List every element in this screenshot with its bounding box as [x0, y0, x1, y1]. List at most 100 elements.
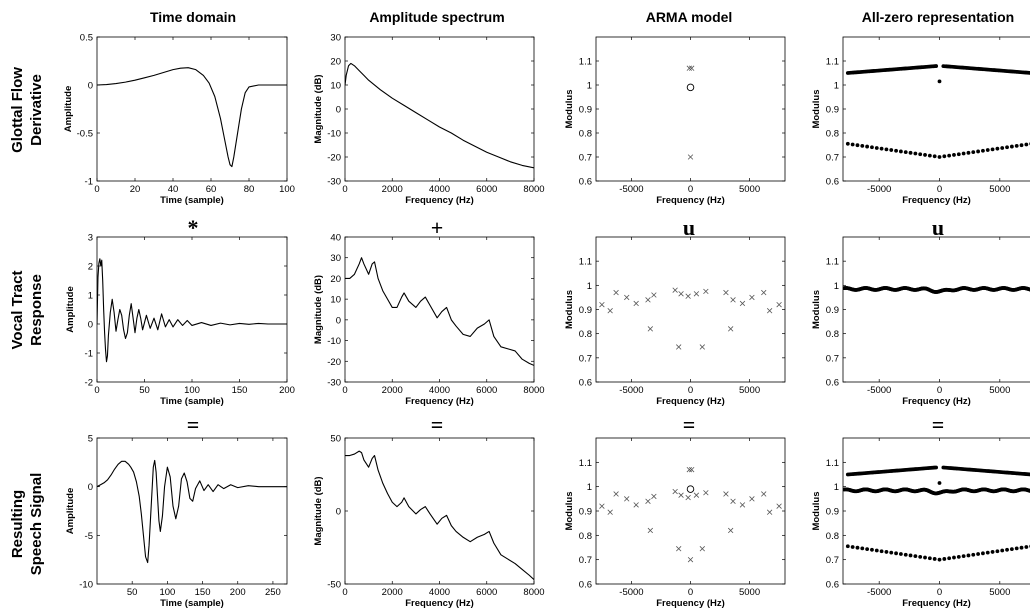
y-tick-label: 0.7 [579, 555, 592, 566]
pole-marker [624, 294, 630, 301]
pole-stroke [749, 496, 755, 502]
pole-stroke [727, 326, 734, 332]
zero-point [981, 551, 985, 556]
x-tick-label: 4000 [429, 587, 450, 598]
pole-marker [607, 308, 613, 314]
pole-marker [672, 488, 678, 495]
pole-stroke [761, 491, 767, 497]
x-axis-label: Frequency (Hz) [656, 195, 725, 206]
series-line [97, 459, 287, 564]
pole-marker [678, 492, 684, 498]
operator-equals-arma: = [683, 412, 696, 437]
x-tick-label: 4000 [429, 385, 450, 396]
y-tick-label: -2 [85, 378, 93, 389]
plot-frame [96, 36, 288, 182]
pole-marker [686, 65, 693, 71]
pole-marker [685, 293, 691, 299]
pole-marker [647, 527, 654, 534]
zero-point [956, 152, 961, 157]
zero-point [865, 144, 870, 149]
y-axis-label: Modulus [564, 89, 575, 128]
zero-point [918, 554, 923, 559]
zero-point [855, 143, 860, 148]
col-header-allzero: All-zero representation [862, 9, 1014, 25]
y-tick-label: 0.8 [579, 531, 592, 542]
zero-point [1024, 545, 1029, 549]
zero-point [976, 149, 980, 154]
zero-point [913, 151, 918, 156]
pole-marker [651, 493, 657, 500]
pole-marker [678, 291, 684, 297]
plot-marks [97, 67, 287, 168]
zero-point [990, 147, 995, 152]
x-tick-label: 6000 [476, 184, 497, 195]
pole-marker [749, 496, 755, 502]
plot-frame [96, 236, 288, 383]
y-tick-label: 0 [88, 482, 93, 493]
pole-stroke [688, 65, 695, 71]
y-tick-label: 1 [834, 281, 839, 292]
zero-point [995, 549, 1000, 554]
x-tick-label: 8000 [523, 184, 544, 195]
pole-marker [723, 289, 729, 296]
x-tick-label: -5000 [619, 385, 643, 396]
x-tick-label: 150 [195, 587, 211, 598]
pole-marker [776, 301, 782, 308]
pole-stroke [607, 308, 613, 314]
x-tick-label: 8000 [523, 385, 544, 396]
y-tick-label: 30 [330, 253, 341, 264]
x-axis-label: Frequency (Hz) [902, 598, 971, 609]
zero-point [966, 553, 971, 558]
zero-marker [686, 83, 695, 92]
series-line [345, 257, 534, 366]
zero-point [971, 552, 976, 557]
x-axis-label: Time (sample) [160, 598, 224, 609]
y-tick-label: -10 [327, 129, 341, 140]
x-tick-label: -5000 [867, 184, 891, 195]
y-tick-label: 10 [330, 81, 341, 92]
subplot-p21: 0 50 100 150 200 -2 -1 0 1 2 3 Time (sample) Amplitu… [65, 233, 295, 408]
y-axis-label: Magnitude (dB) [313, 476, 324, 545]
zero-point [884, 147, 889, 152]
x-tick-label: 0 [342, 587, 347, 598]
plot-marks [345, 450, 534, 581]
y-tick-label: -5 [85, 531, 93, 542]
subplot-p11: 0 20 40 60 80 100 -1 -0.5 0 0.5 Time (sample) Ampli… [63, 33, 295, 207]
pole-marker [613, 491, 619, 497]
y-tick-label: 0.6 [579, 177, 592, 188]
y-tick-label: -30 [327, 378, 341, 389]
zero-point [850, 545, 855, 549]
plot-frame [842, 36, 1030, 182]
y-tick-label: 0 [336, 507, 341, 518]
x-tick-label: 0 [94, 184, 99, 195]
x-tick-label: 6000 [476, 385, 497, 396]
operators: * + u u = = = = [187, 215, 945, 437]
x-tick-label: 0 [342, 184, 347, 195]
y-tick-label: -10 [79, 580, 93, 591]
pole-marker [699, 546, 705, 552]
subplot-p14: -5000 0 5000 0.6 0.7 0.8 0.9 1 1.1 Frequency (Hz)… [811, 36, 1030, 206]
zero-point [937, 481, 942, 485]
x-tick-label: 80 [244, 184, 255, 195]
pole-marker [766, 509, 773, 515]
pole-marker [761, 491, 767, 497]
series-line [97, 258, 287, 363]
zero-point [1005, 547, 1009, 552]
operator-union-arma: u [683, 215, 695, 240]
x-tick-label: 40 [168, 184, 179, 195]
pole-stroke [699, 546, 705, 552]
x-tick-label: 5000 [989, 184, 1010, 195]
zero-point [903, 552, 908, 557]
pole-marker [703, 490, 709, 496]
operator-plus: + [431, 215, 444, 240]
pole-marker [645, 498, 651, 504]
y-tick-label: 0.7 [579, 153, 592, 164]
row-headers: Glottal Flow Derivative Vocal Tract Resp… [9, 67, 45, 576]
pole-marker [688, 466, 695, 473]
pole-stroke [676, 546, 682, 552]
pole-marker [693, 492, 700, 498]
pole-marker [761, 289, 767, 296]
zero-point [860, 546, 865, 551]
plot-marks [843, 465, 1030, 562]
